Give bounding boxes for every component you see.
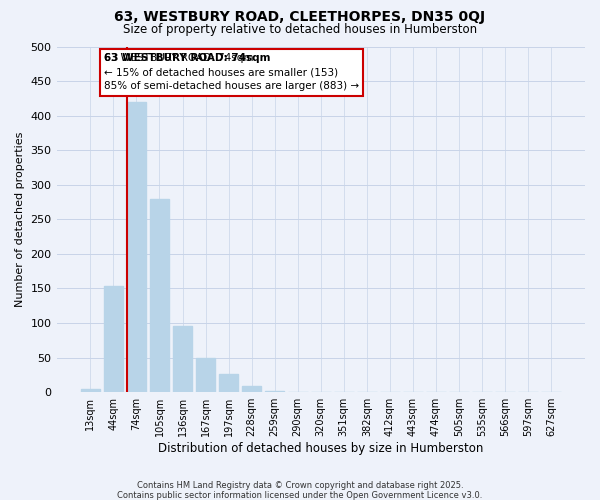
Bar <box>265 391 284 392</box>
Bar <box>196 358 215 392</box>
Bar <box>242 386 262 392</box>
Text: 63, WESTBURY ROAD, CLEETHORPES, DN35 0QJ: 63, WESTBURY ROAD, CLEETHORPES, DN35 0QJ <box>115 10 485 24</box>
Text: 63 WESTBURY ROAD: 74sqm
← 15% of detached houses are smaller (153)
85% of semi-d: 63 WESTBURY ROAD: 74sqm ← 15% of detache… <box>104 54 359 92</box>
Bar <box>127 102 146 392</box>
Bar <box>173 326 193 392</box>
Text: 63 WESTBURY ROAD: 74sqm: 63 WESTBURY ROAD: 74sqm <box>104 54 270 64</box>
Text: Contains HM Land Registry data © Crown copyright and database right 2025.: Contains HM Land Registry data © Crown c… <box>137 481 463 490</box>
Bar <box>149 198 169 392</box>
Y-axis label: Number of detached properties: Number of detached properties <box>15 132 25 307</box>
Text: Size of property relative to detached houses in Humberston: Size of property relative to detached ho… <box>123 22 477 36</box>
Bar <box>104 286 123 392</box>
Bar <box>80 389 100 392</box>
X-axis label: Distribution of detached houses by size in Humberston: Distribution of detached houses by size … <box>158 442 484 455</box>
Bar <box>219 374 238 392</box>
Text: Contains public sector information licensed under the Open Government Licence v3: Contains public sector information licen… <box>118 491 482 500</box>
